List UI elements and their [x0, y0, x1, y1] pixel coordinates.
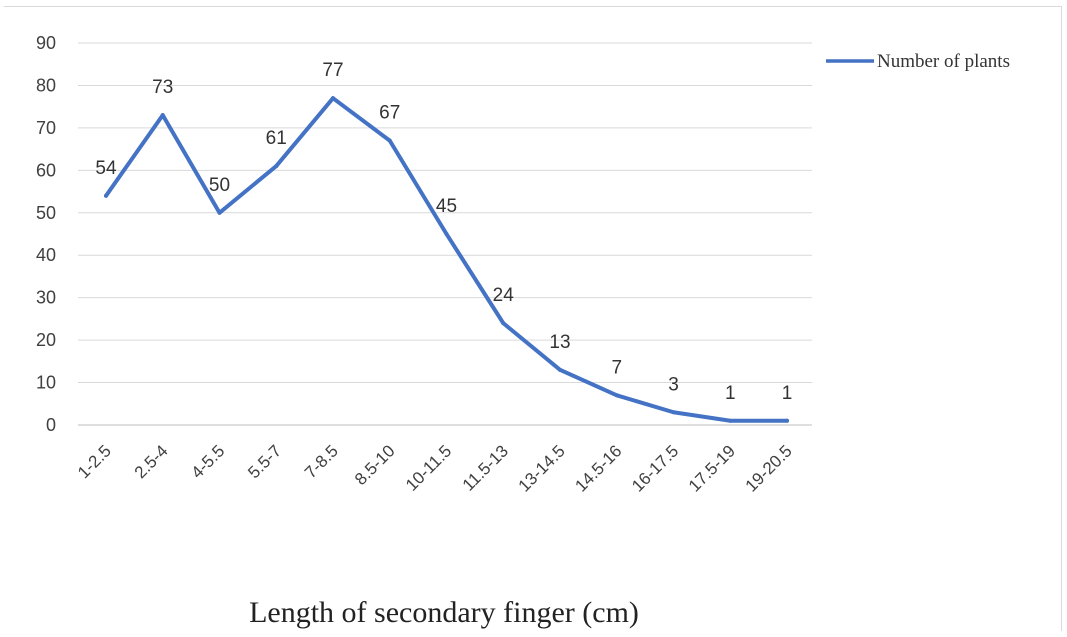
data-label: 67 — [379, 103, 400, 124]
legend: Number of plants — [826, 51, 1010, 72]
x-tick-label: 8.5-10 — [351, 441, 399, 489]
x-tick-label: 7-8.5 — [301, 441, 342, 482]
data-point — [614, 393, 619, 398]
x-tick-label: 19-20.5 — [742, 441, 796, 495]
data-label: 77 — [322, 60, 343, 81]
series-lines — [104, 96, 789, 423]
y-tick-label: 90 — [36, 33, 56, 53]
data-point — [331, 96, 335, 101]
data-point — [785, 418, 789, 423]
data-point — [501, 321, 506, 326]
data-label: 3 — [668, 374, 679, 395]
data-label: 13 — [549, 332, 570, 353]
y-tick-label: 60 — [36, 160, 56, 180]
data-label: 24 — [493, 285, 515, 306]
y-tick-label: 80 — [36, 75, 56, 95]
data-label: 54 — [95, 158, 117, 179]
data-label: 45 — [436, 196, 457, 217]
data-label: 61 — [266, 128, 287, 149]
y-axis-tick-labels: 0 10 20 30 40 50 60 70 80 90 — [36, 33, 56, 435]
y-tick-label: 0 — [46, 415, 56, 435]
x-axis-title: Length of secondary finger (cm) — [249, 596, 639, 629]
data-label: 73 — [152, 77, 173, 98]
x-tick-label: 16-17.5 — [628, 441, 682, 495]
data-point — [160, 113, 165, 118]
y-tick-label: 50 — [36, 203, 56, 223]
data-point — [728, 418, 733, 423]
data-label: 1 — [782, 383, 793, 404]
y-tick-label: 20 — [36, 330, 56, 350]
x-tick-label: 10-11.5 — [402, 441, 455, 494]
y-tick-label: 30 — [36, 288, 56, 308]
data-label: 7 — [611, 357, 622, 378]
y-tick-label: 70 — [36, 118, 56, 138]
chart-frame — [4, 6, 1062, 631]
x-tick-label: 2.5-4 — [131, 441, 172, 482]
y-tick-label: 40 — [36, 245, 56, 265]
data-point — [671, 410, 676, 415]
x-tick-label: 17.5-19 — [685, 441, 739, 495]
data-point — [558, 367, 562, 372]
data-point — [104, 193, 108, 198]
x-tick-label: 13-14.5 — [515, 441, 569, 495]
x-tick-label: 11.5-13 — [459, 441, 512, 494]
x-tick-label: 5.5-7 — [244, 441, 285, 482]
x-tick-label: 4-5.5 — [187, 441, 228, 482]
x-tick-label: 1-2.5 — [74, 441, 115, 482]
data-point — [217, 210, 222, 215]
y-tick-label: 10 — [36, 373, 56, 393]
series-line-number-of-plants — [104, 96, 789, 423]
x-axis-tick-labels: 1-2.5 2.5-4 4-5.5 5.5-7 7-8.5 8.5-10 10-11.5 11… — [74, 441, 796, 495]
data-label: 1 — [725, 383, 736, 404]
x-tick-label: 14.5-16 — [571, 441, 625, 495]
data-point — [444, 232, 449, 236]
legend-label: Number of plants — [877, 51, 1010, 72]
data-point — [274, 164, 279, 169]
data-point — [387, 138, 392, 143]
data-label: 50 — [209, 175, 230, 196]
gridlines — [78, 42, 812, 426]
